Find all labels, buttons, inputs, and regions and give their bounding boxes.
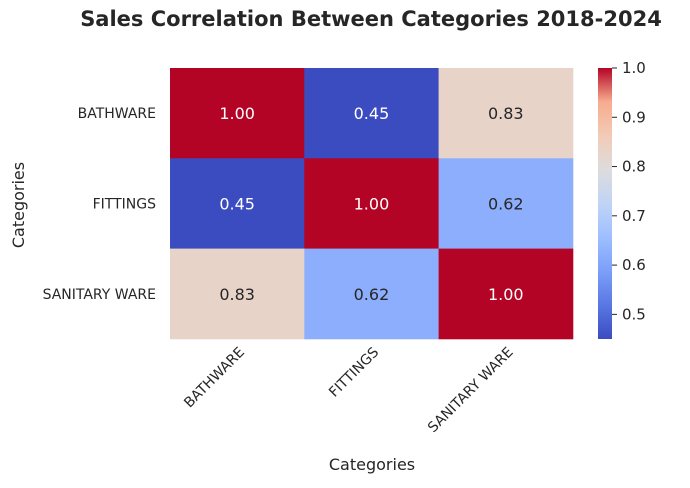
cell-value-label: 1.00 bbox=[354, 194, 390, 213]
heatmap-cells bbox=[170, 68, 574, 340]
colorbar-tick-label: 1.0 bbox=[622, 59, 646, 77]
cell-value-label: 0.45 bbox=[219, 194, 255, 213]
y-tick-label: BATHWARE bbox=[78, 106, 156, 122]
colorbar-tick-label: 0.6 bbox=[622, 256, 646, 274]
x-tick-labels: BATHWARE FITTINGS SANITARY WARE bbox=[181, 344, 516, 436]
colorbar-tick-label: 0.9 bbox=[622, 108, 646, 126]
heatmap-cell-0-2 bbox=[438, 68, 574, 159]
y-tick-label: SANITARY WARE bbox=[43, 287, 156, 303]
cell-value-label: 0.62 bbox=[354, 285, 390, 304]
heatmap-cell-2-1 bbox=[304, 248, 439, 340]
cell-value-label: 0.45 bbox=[354, 104, 390, 123]
heatmap-cell-2-0 bbox=[170, 248, 305, 340]
colorbar-ticks: 0.5 0.6 0.7 0.8 0.9 1.0 bbox=[612, 59, 646, 323]
colorbar-gradient bbox=[598, 68, 612, 339]
x-tick-label: BATHWARE bbox=[181, 344, 248, 411]
heatmap-cell-0-1 bbox=[304, 68, 439, 159]
heatmap-cell-labels: 1.00 0.45 0.83 0.45 1.00 0.62 0.83 0.62 1.00 bbox=[219, 104, 523, 304]
x-axis-title: Categories bbox=[329, 455, 415, 474]
colorbar bbox=[598, 68, 612, 339]
heatmap-cell-0-0 bbox=[170, 68, 305, 159]
y-tick-label: FITTINGS bbox=[93, 196, 156, 212]
y-tick-labels: BATHWARE FITTINGS SANITARY WARE bbox=[43, 106, 157, 303]
heatmap-cell-1-0 bbox=[170, 158, 305, 249]
colorbar-tick-label: 0.8 bbox=[622, 158, 646, 176]
cell-value-label: 0.62 bbox=[488, 194, 524, 213]
x-tick-label: FITTINGS bbox=[326, 344, 382, 400]
x-tick-label: SANITARY WARE bbox=[425, 344, 517, 436]
cell-value-label: 1.00 bbox=[488, 285, 524, 304]
cell-value-label: 1.00 bbox=[219, 104, 255, 123]
colorbar-tick-label: 0.7 bbox=[622, 207, 646, 225]
heatmap-cell-1-2 bbox=[438, 158, 574, 249]
cell-value-label: 0.83 bbox=[488, 104, 524, 123]
y-axis-title: Categories bbox=[9, 162, 28, 248]
cell-value-label: 0.83 bbox=[219, 285, 255, 304]
heatmap-cell-1-1 bbox=[304, 158, 439, 249]
chart-title: Sales Correlation Between Categories 201… bbox=[80, 7, 662, 31]
heatmap-cell-2-2 bbox=[438, 248, 574, 340]
colorbar-tick-label: 0.5 bbox=[622, 305, 646, 323]
